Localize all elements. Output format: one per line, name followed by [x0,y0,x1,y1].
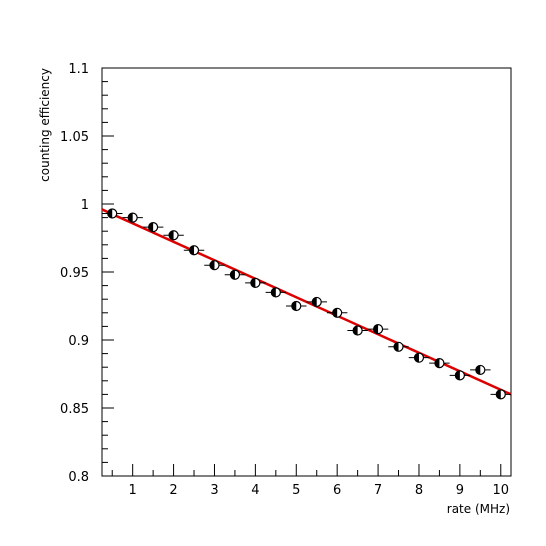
x-tick-label: 10 [493,483,510,498]
data-point [265,287,287,298]
data-point [163,230,184,241]
y-tick-label: 1.1 [68,62,89,77]
point-marker-fill [332,308,338,318]
point-marker-fill [291,301,297,311]
point-marker-fill [455,370,460,380]
point-marker-fill [394,342,399,352]
point-marker-fill [353,325,358,335]
data-point [429,358,450,369]
data-point [490,389,511,400]
data-point [449,370,471,381]
data-point [142,222,164,233]
data-point [286,300,307,312]
point-marker-fill [271,287,276,297]
y-tick-label: 1 [81,198,89,213]
point-marker-fill [209,260,215,270]
data-point [367,324,389,335]
point-marker-fill [373,324,379,334]
point-marker-fill [189,245,195,255]
y-axis-label: counting efficiency [38,68,52,182]
x-tick-label: 8 [415,483,423,498]
point-marker-fill [169,230,174,240]
point-marker-fill [250,278,256,288]
data-point [408,352,430,363]
data-point [347,325,368,336]
x-tick-label: 5 [292,483,300,498]
data-point [388,341,409,352]
data-point [102,208,123,219]
y-tick-label: 1.05 [60,130,89,145]
x-axis-ticks: 1 2 3 4 5 6 7 8 9 10 [111,464,510,498]
y-tick-label: 0.9 [68,334,89,349]
point-marker-fill [496,389,501,399]
point-marker-fill [230,270,235,280]
x-axis-label: rate (MHz) [447,502,510,516]
point-marker-fill [148,222,154,232]
point-marker-fill [414,353,419,363]
point-marker-fill [475,365,481,375]
data-points [102,208,511,400]
y-tick-label: 0.8 [68,470,89,485]
x-tick-label: 7 [374,483,382,498]
x-tick-label: 3 [210,483,218,498]
x-tick-label: 1 [129,483,137,498]
data-point [326,307,348,318]
data-point [470,364,491,376]
y-tick-label: 0.95 [60,266,89,281]
y-axis-ticks: 0.8 0.85 0.9 0.95 1 1.05 1.1 [60,62,114,485]
data-point [183,245,205,256]
x-tick-label: 9 [456,483,464,498]
x-tick-label: 6 [333,483,341,498]
data-point [204,260,225,271]
data-point [306,296,327,308]
data-point [122,212,143,223]
data-point [245,277,266,288]
x-tick-label: 2 [169,483,177,498]
data-point [224,269,246,280]
x-tick-label: 4 [251,483,259,498]
plot-frame [101,67,512,477]
y-tick-label: 0.85 [60,402,89,417]
point-marker-fill [128,213,133,223]
point-marker-fill [434,358,440,368]
point-marker-fill [312,297,317,307]
point-marker-fill [107,209,113,219]
